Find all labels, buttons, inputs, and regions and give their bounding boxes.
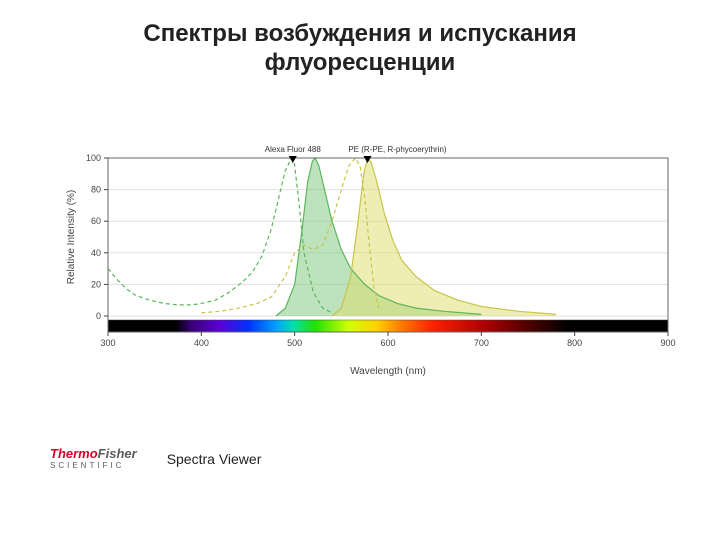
- svg-text:300: 300: [100, 338, 115, 348]
- svg-text:900: 900: [660, 338, 675, 348]
- title-line-1: Спектры возбуждения и испускания: [143, 20, 576, 47]
- svg-text:100: 100: [86, 153, 101, 163]
- svg-text:800: 800: [567, 338, 582, 348]
- svg-text:Wavelength (nm): Wavelength (nm): [350, 366, 426, 377]
- title-line-2: флуоресценции: [265, 49, 456, 76]
- spectra-chart: 0 20 40 60 80 100 300 400 500 600 700 800 900 Wavelen…: [60, 130, 680, 380]
- logo-thermo: Thermo: [50, 446, 98, 461]
- svg-text:PE (R-PE, R-phycoerythrin): PE (R-PE, R-phycoerythrin): [348, 145, 447, 154]
- svg-text:60: 60: [91, 216, 101, 226]
- svg-text:Relative Intensity (%): Relative Intensity (%): [66, 190, 77, 284]
- viewer-label: Spectra Viewer: [167, 451, 262, 467]
- footer: ThermoFisher SCIENTIFIC Spectra Viewer: [50, 448, 261, 470]
- thermofisher-logo: ThermoFisher SCIENTIFIC: [50, 448, 137, 470]
- svg-text:20: 20: [91, 279, 101, 289]
- svg-text:80: 80: [91, 185, 101, 195]
- spectra-chart-svg: 0 20 40 60 80 100 300 400 500 600 700 800 900 Wavelen…: [60, 130, 680, 380]
- page-title: Спектры возбуждения и испускания флуорес…: [0, 20, 720, 78]
- logo-scientific: SCIENTIFIC: [50, 462, 137, 470]
- svg-text:600: 600: [380, 338, 395, 348]
- svg-text:500: 500: [287, 338, 302, 348]
- svg-text:40: 40: [91, 248, 101, 258]
- svg-text:Alexa Fluor 488: Alexa Fluor 488: [265, 145, 322, 154]
- svg-text:400: 400: [194, 338, 209, 348]
- logo-fisher: Fisher: [98, 446, 137, 461]
- svg-text:700: 700: [474, 338, 489, 348]
- svg-text:0: 0: [96, 311, 101, 321]
